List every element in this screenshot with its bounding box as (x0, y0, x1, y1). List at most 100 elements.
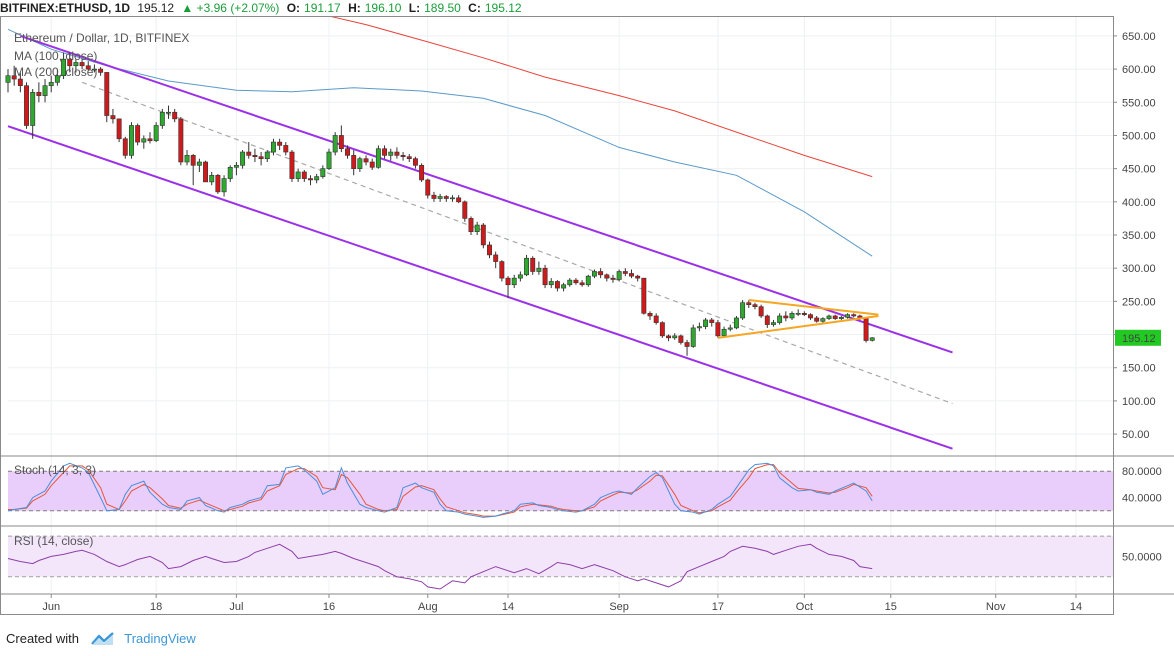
candle[interactable] (851, 313, 857, 318)
candle[interactable] (122, 136, 128, 159)
candle[interactable] (36, 82, 42, 103)
candle[interactable] (499, 260, 505, 282)
candle[interactable] (289, 150, 295, 182)
candle[interactable] (172, 108, 178, 123)
candle[interactable] (746, 300, 752, 308)
candle[interactable] (11, 65, 17, 86)
candle[interactable] (184, 150, 190, 166)
candle[interactable] (203, 160, 209, 183)
candle[interactable] (845, 313, 851, 319)
candle[interactable] (783, 311, 789, 322)
candle[interactable] (147, 132, 153, 144)
candle[interactable] (221, 175, 227, 197)
candle[interactable] (672, 333, 678, 340)
candle[interactable] (764, 314, 770, 328)
candle[interactable] (696, 322, 702, 332)
candle[interactable] (715, 319, 721, 338)
candle[interactable] (79, 59, 85, 70)
candle[interactable] (666, 334, 671, 342)
candle[interactable] (363, 155, 369, 166)
candle[interactable] (635, 274, 641, 282)
candle[interactable] (425, 178, 431, 199)
candle[interactable] (320, 165, 326, 179)
candle[interactable] (752, 302, 758, 310)
candle[interactable] (61, 52, 67, 80)
candle[interactable] (227, 165, 233, 182)
candle[interactable] (338, 125, 344, 153)
candle[interactable] (400, 152, 406, 161)
candle[interactable] (758, 304, 764, 318)
candle[interactable] (647, 311, 653, 320)
candle[interactable] (629, 269, 634, 279)
candle[interactable] (283, 142, 289, 156)
candle[interactable] (863, 317, 869, 343)
candle[interactable] (653, 313, 659, 325)
candle[interactable] (141, 135, 147, 149)
candle[interactable] (67, 52, 73, 73)
candle[interactable] (54, 69, 60, 86)
candle[interactable] (561, 282, 567, 292)
symbol-label[interactable]: BITFINEX:ETHUSD, 1D (0, 1, 131, 15)
candle[interactable] (351, 150, 357, 176)
candle[interactable] (610, 274, 616, 283)
channel-lower-line[interactable] (7, 125, 953, 450)
candle[interactable] (622, 268, 628, 277)
candle[interactable] (684, 339, 690, 356)
candle[interactable] (30, 89, 36, 139)
rsi-pane[interactable]: RSI (14, close) (7, 534, 1113, 590)
candle[interactable] (5, 69, 11, 93)
candle[interactable] (116, 118, 122, 143)
candle[interactable] (258, 152, 264, 166)
candle[interactable] (789, 311, 795, 320)
candle[interactable] (795, 309, 801, 316)
candle[interactable] (585, 274, 591, 287)
candle[interactable] (129, 122, 134, 159)
candle[interactable] (215, 173, 221, 194)
candle[interactable] (443, 195, 449, 202)
candle[interactable] (295, 168, 301, 182)
candle[interactable] (394, 147, 400, 159)
candle[interactable] (579, 280, 585, 287)
candle[interactable] (196, 158, 202, 172)
candle[interactable] (659, 321, 665, 338)
candle[interactable] (17, 72, 23, 93)
candle[interactable] (820, 317, 826, 323)
candle[interactable] (493, 251, 499, 269)
candle[interactable] (598, 268, 604, 279)
candle[interactable] (406, 154, 412, 162)
candle[interactable] (530, 256, 536, 275)
candle[interactable] (505, 276, 511, 299)
triangle-upper-line[interactable] (748, 299, 879, 316)
candle[interactable] (573, 278, 579, 285)
candle[interactable] (270, 138, 276, 156)
candle[interactable] (468, 216, 474, 235)
candle[interactable] (548, 278, 554, 289)
channel-midline[interactable] (81, 81, 953, 405)
channel-upper-line[interactable] (20, 34, 953, 354)
candle[interactable] (153, 122, 159, 143)
candle[interactable] (431, 191, 437, 202)
candle[interactable] (252, 148, 258, 162)
candle[interactable] (474, 221, 480, 235)
candle[interactable] (345, 145, 350, 159)
candle[interactable] (308, 175, 313, 186)
candle[interactable] (808, 313, 813, 320)
candle[interactable] (814, 315, 820, 323)
candle[interactable] (332, 132, 338, 156)
candle[interactable] (264, 150, 270, 162)
candle[interactable] (838, 315, 844, 320)
candle[interactable] (709, 317, 715, 327)
candle[interactable] (456, 195, 462, 204)
candle[interactable] (388, 148, 394, 161)
candle[interactable] (826, 314, 832, 320)
chart-canvas[interactable]: Ethereum / Dollar, 1D, BITFINEX MA (100, … (0, 16, 1174, 626)
stochastic-pane[interactable]: Stoch (14, 3, 3) (7, 462, 1113, 518)
candle[interactable] (511, 274, 517, 289)
triangle-lower-line[interactable] (717, 314, 879, 339)
candle[interactable] (98, 67, 104, 76)
candle[interactable] (740, 300, 746, 320)
candle[interactable] (832, 314, 838, 320)
candle[interactable] (412, 156, 418, 169)
candle[interactable] (567, 278, 573, 287)
candle[interactable] (85, 61, 91, 71)
